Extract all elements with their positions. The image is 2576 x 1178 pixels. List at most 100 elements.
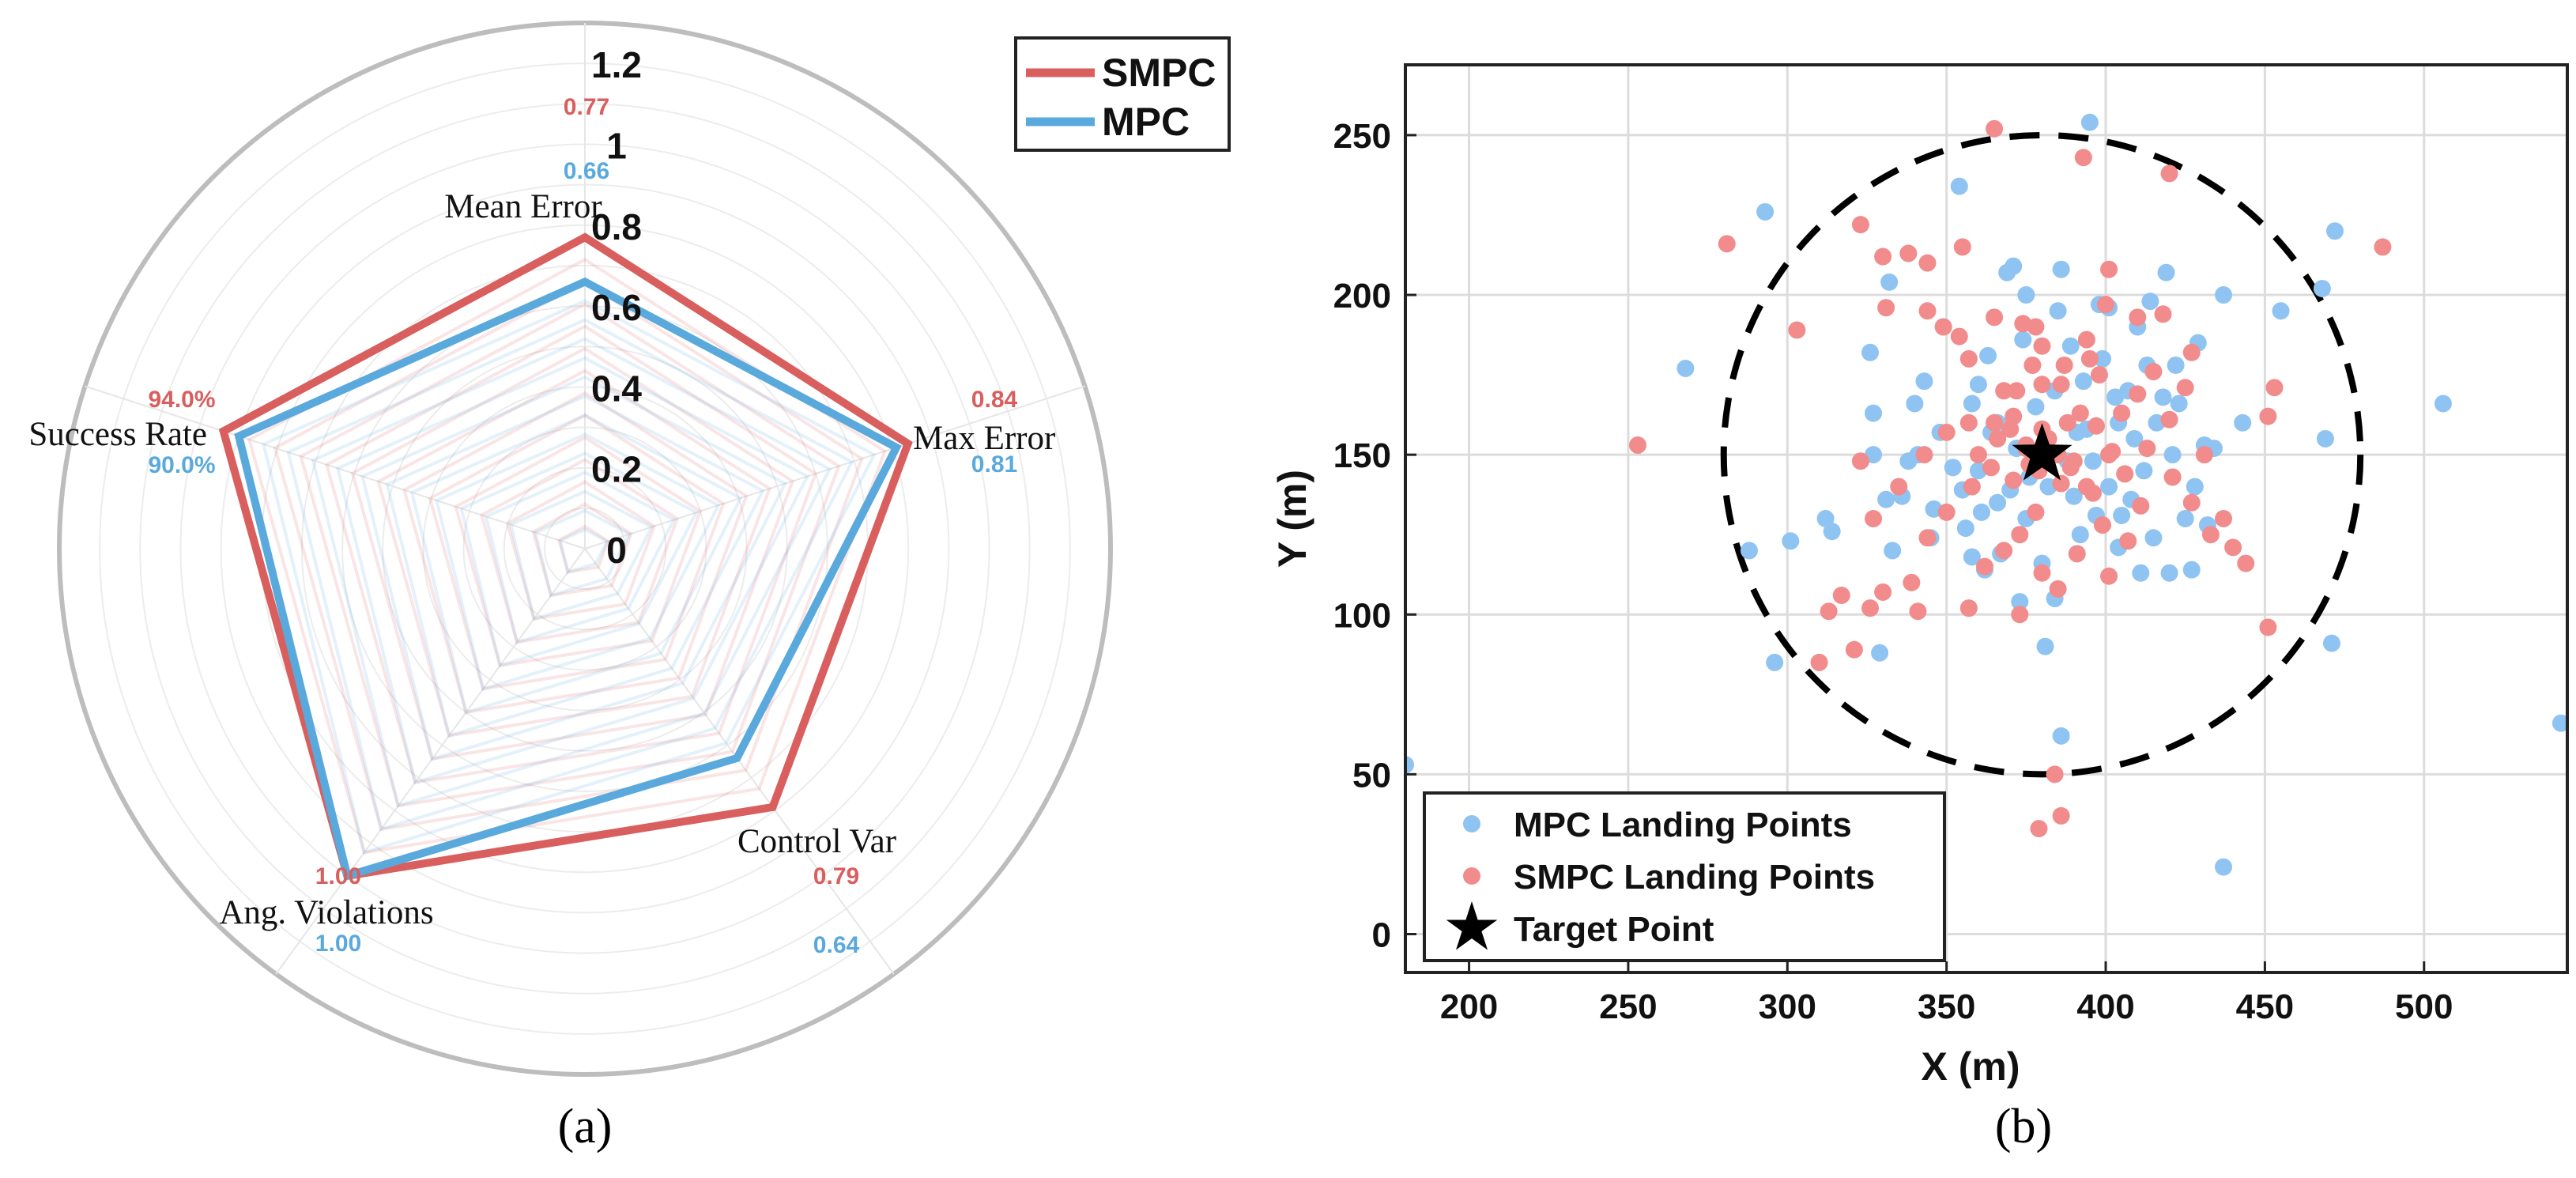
radar-trail-smpc bbox=[376, 368, 771, 738]
smpc-point bbox=[1934, 318, 1952, 336]
mpc-point bbox=[2135, 462, 2153, 480]
mpc-point bbox=[1963, 395, 1981, 413]
mpc-point bbox=[2326, 222, 2344, 240]
scatter-radius-circle bbox=[1720, 131, 2364, 778]
radar-trail-smpc bbox=[454, 436, 703, 668]
smpc-point bbox=[1937, 503, 1956, 521]
smpc-point bbox=[1874, 247, 1892, 266]
smpc-point bbox=[1995, 382, 2013, 400]
mpc-point bbox=[2113, 506, 2131, 524]
smpc-point bbox=[1989, 429, 2007, 447]
mpc-point bbox=[1756, 202, 1775, 221]
mpc-point bbox=[2316, 429, 2334, 447]
target-star bbox=[2012, 423, 2072, 481]
scatter-y-tick-label: 100 bbox=[1333, 596, 1391, 635]
mpc-point bbox=[1899, 452, 1918, 470]
mpc-point bbox=[2182, 561, 2201, 579]
radar-series-smpc bbox=[218, 232, 913, 881]
mpc-point bbox=[1906, 395, 1924, 413]
radar-trail-smpc bbox=[402, 391, 749, 715]
smpc-point bbox=[2061, 459, 2080, 477]
smpc-point bbox=[1820, 602, 1838, 621]
radar-value-label: 94.0% bbox=[148, 387, 215, 413]
radar-spoke bbox=[584, 385, 1085, 549]
mpc-point bbox=[1880, 273, 1899, 291]
smpc-point bbox=[1832, 587, 1850, 605]
scatter-x-tick-label: 200 bbox=[1440, 987, 1498, 1026]
radar-trail-mpc bbox=[435, 432, 721, 691]
mpc-point bbox=[1979, 346, 1997, 364]
smpc-point bbox=[2195, 446, 2213, 464]
scatter-y-tick-label: 250 bbox=[1333, 117, 1391, 156]
radar-trail-smpc bbox=[556, 524, 610, 574]
mpc-point bbox=[1865, 404, 1883, 422]
mpc-point bbox=[2141, 293, 2159, 311]
mpc-point bbox=[2551, 714, 2567, 732]
smpc-point bbox=[2058, 413, 2076, 432]
smpc-point bbox=[2103, 443, 2122, 461]
radar-value-label: 0.77 bbox=[564, 94, 609, 120]
mpc-point bbox=[2094, 349, 2111, 368]
mpc-point bbox=[2027, 398, 2045, 416]
radar-trail-mpc bbox=[385, 394, 765, 738]
radar-value-label: 0.79 bbox=[813, 863, 859, 889]
mpc-point bbox=[2014, 330, 2032, 349]
radar-trail-smpc bbox=[505, 480, 657, 621]
smpc-point bbox=[1903, 573, 1921, 591]
smpc-point bbox=[2008, 382, 2026, 400]
mpc-point bbox=[2049, 302, 2067, 320]
smpc-point bbox=[2033, 564, 2051, 582]
mpc-point bbox=[2106, 388, 2125, 406]
mpc-point bbox=[2215, 286, 2233, 304]
mpc-point bbox=[1915, 372, 1933, 391]
radar-legend-box bbox=[1014, 36, 1231, 152]
scatter-legend-box bbox=[1423, 791, 1946, 962]
smpc-point bbox=[2119, 532, 2137, 550]
radar-trail-mpc bbox=[534, 508, 632, 598]
smpc-point bbox=[2071, 404, 2089, 422]
smpc-point bbox=[1963, 478, 1981, 496]
mpc-point bbox=[2080, 113, 2099, 131]
smpc-point bbox=[2138, 440, 2156, 458]
radar-trail-smpc bbox=[428, 413, 726, 691]
scatter-x-axis-label: X (m) bbox=[1922, 1044, 2020, 1089]
radar-spoke bbox=[85, 385, 586, 549]
smpc-point bbox=[1975, 557, 1993, 576]
radar-tick-label: 0.4 bbox=[591, 368, 642, 409]
smpc-point bbox=[2005, 471, 2023, 489]
smpc-point bbox=[1986, 308, 2004, 327]
mpc-point bbox=[1782, 532, 1800, 550]
legend-target-label: Target Point bbox=[1514, 910, 1714, 949]
smpc-point bbox=[2084, 484, 2102, 502]
smpc-point bbox=[1953, 238, 1971, 256]
scatter-x-tick-label: 350 bbox=[1918, 987, 1975, 1026]
smpc-point bbox=[1918, 302, 1937, 320]
mpc-point bbox=[2157, 263, 2175, 281]
radar-series-mpc bbox=[234, 277, 902, 882]
mpc-point bbox=[1972, 503, 1990, 521]
mpc-point bbox=[2052, 260, 2070, 278]
scatter-y-axis-label: Y (m) bbox=[1270, 470, 1314, 568]
smpc-point bbox=[2080, 349, 2099, 368]
smpc-point bbox=[2265, 379, 2284, 397]
scatter-x-tick-label: 400 bbox=[2076, 987, 2134, 1026]
scatter-y-tick-label: 50 bbox=[1352, 756, 1391, 795]
smpc-point bbox=[2182, 493, 2201, 512]
smpc-point bbox=[1982, 459, 2001, 477]
mpc-point bbox=[1405, 756, 1414, 774]
radar-axis-label: Max Error bbox=[913, 420, 1055, 457]
radar-tick-label: 1.2 bbox=[591, 44, 642, 85]
smpc-point bbox=[2374, 238, 2392, 256]
smpc-point bbox=[2224, 538, 2242, 557]
smpc-point bbox=[2113, 404, 2131, 422]
scatter-y-tick-label: 0 bbox=[1372, 916, 1391, 954]
smpc-point bbox=[2116, 465, 2134, 483]
radar-legend-label: SMPC bbox=[1102, 51, 1216, 95]
mpc-point bbox=[2434, 395, 2452, 413]
smpc-point bbox=[2030, 820, 2048, 838]
smpc-point bbox=[1986, 119, 2004, 138]
smpc-point bbox=[2097, 296, 2115, 314]
legend-smpc-label: SMPC Landing Points bbox=[1514, 858, 1875, 897]
smpc-point bbox=[1899, 244, 1918, 262]
